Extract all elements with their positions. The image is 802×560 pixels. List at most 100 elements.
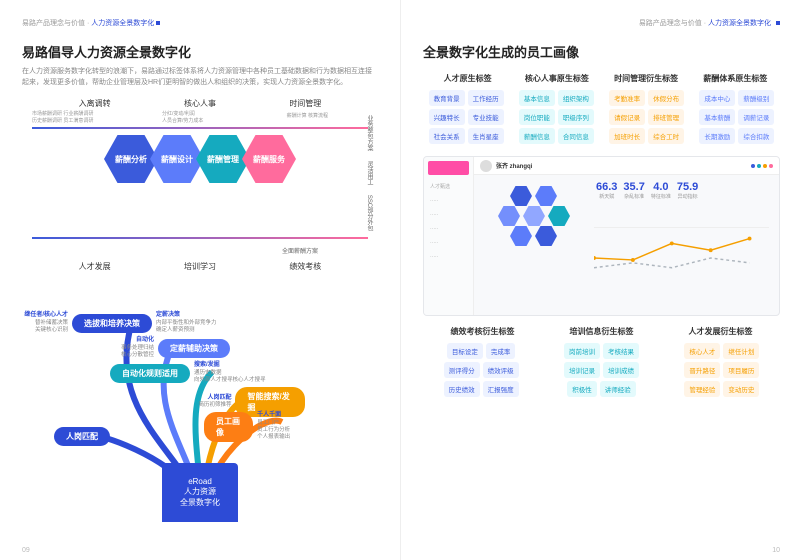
tag: 考勤准率 [609, 90, 645, 106]
left-page: 易路产品理念与价值 · 人力资源全景数字化 易路倡导人力资源全景数字化 在人力资… [0, 0, 401, 560]
hex-side-labels-3: SSC部分外包 [365, 195, 374, 231]
tag: 绩效评级 [483, 362, 519, 378]
ss-chart [594, 227, 769, 287]
tag-row: 培训记录培训成绩 [543, 362, 659, 378]
tag: 休假分布 [648, 90, 684, 106]
hexagon-chain-area: 市场薪酬调研 行业薪酬调研 历史薪酬调研 员工满意调研 分红/变动/利润人员合算… [22, 113, 378, 253]
tag-row: 基本信息组织架构 [513, 90, 599, 106]
tag: 排班管理 [648, 109, 684, 125]
tag: 考核结果 [603, 343, 639, 359]
hex-main-row: 薪酬分析薪酬设计薪酬管理薪酬服务 [22, 135, 378, 183]
tag-head: 人才原生标签 [423, 73, 512, 84]
hex-side-label-4: 全面薪酬方案 [282, 246, 318, 255]
tag-head: 时间管理衍生标签 [602, 73, 691, 84]
ss-sidebar-item: ····· [424, 250, 473, 264]
tag: 晋升路径 [684, 362, 720, 378]
ss-hexcluster [480, 181, 590, 261]
tag-col: 核心人才继任计划晋升路径项目履历管理经验变动历史 [664, 343, 780, 397]
tag-col: 基本信息组织架构岗位职能职级序列薪酬信息合同信息 [513, 90, 599, 144]
ss-header-dots [751, 164, 773, 168]
tag-head: 绩效考核衍生标签 [423, 326, 542, 337]
tag: 岗位职能 [519, 109, 555, 125]
tag: 工作经历 [468, 90, 504, 106]
tag: 培训成绩 [603, 362, 639, 378]
header-dot-icon-r [776, 21, 780, 25]
page-header-right: 易路产品理念与价值 · 人力资源全景数字化 [423, 18, 780, 28]
tag-head: 培训信息衍生标签 [542, 326, 661, 337]
tag-row: 考勤准率休假分布 [604, 90, 690, 106]
ss-metric: 4.0特征标准 [651, 181, 671, 200]
hex-notes-tl: 市场薪酬调研 行业薪酬调研 历史薪酬调研 员工满意调研 [32, 111, 102, 124]
tag: 岗前培训 [564, 343, 600, 359]
tag: 生肖星座 [468, 128, 504, 144]
ss-sidebar-item: ····· [424, 222, 473, 236]
hex-side-labels: 业务整包方案 [365, 115, 374, 151]
tag: 管理经验 [684, 381, 720, 397]
tag-row: 目标设定完成率 [423, 343, 539, 359]
tag-row: 教育背景工作经历 [423, 90, 509, 106]
header-prefix-r: 易路产品理念与价值 · [639, 20, 708, 27]
tag: 组织架构 [558, 90, 594, 106]
hex-top-2: 时间管理 [289, 98, 321, 109]
tag-col: 考勤准率休假分布请假记录排班管理加班时长综合工时 [604, 90, 690, 144]
ss-minihex [523, 206, 545, 226]
ss-metric: 66.3新天赋 [596, 181, 617, 200]
tag: 核心人才 [684, 343, 720, 359]
left-title: 易路倡导人力资源全景数字化 [22, 42, 378, 61]
tag: 薪酬信息 [519, 128, 555, 144]
ss-metric: 35.7杂乱标准 [623, 181, 644, 200]
tag-row: 薪酬信息合同信息 [513, 128, 599, 144]
header-prefix: 易路产品理念与价值 · [22, 20, 91, 27]
ss-metric: 75.9异动指标 [677, 181, 698, 200]
ss-minihex [498, 206, 520, 226]
hex-side-labels-2: 灵活用工 [365, 161, 374, 185]
tag: 基本薪酬 [699, 109, 735, 125]
tag: 职级序列 [558, 109, 594, 125]
ss-sidebar-item: ····· [424, 236, 473, 250]
hex-notes-tr: 薪酬计算 核算流程 [248, 113, 328, 120]
tag: 项目履历 [723, 362, 759, 378]
tag-row: 积极性讲师经验 [543, 381, 659, 397]
hex-top-0: 入离调转 [79, 98, 111, 109]
ss-person-name: 张齐 zhangqi [496, 161, 532, 170]
tag-row: 基本薪酬调薪记录 [694, 109, 780, 125]
tag-row: 兴趣特长专业技能 [423, 109, 509, 125]
right-title: 全景数字化生成的员工画像 [423, 42, 780, 61]
branch-4: 员工画像千人千面员工门户员工行为分析个人报表输出 [204, 412, 320, 442]
tag: 目标设定 [447, 343, 483, 359]
page-number-right: 10 [772, 547, 780, 554]
tag-row: 长期激励综合扣款 [694, 128, 780, 144]
ss-minihex [548, 206, 570, 226]
tag-col: 教育背景工作经历兴趣特长专业技能社会关系生肖星座 [423, 90, 509, 144]
avatar-icon [480, 160, 492, 172]
tag-head: 薪酬体系原生标签 [691, 73, 780, 84]
hex-top-1: 核心人事 [184, 98, 216, 109]
ss-minihex [510, 186, 532, 206]
hex-bot-1: 培训学习 [184, 261, 216, 272]
tag-row: 请假记录排班管理 [604, 109, 690, 125]
tag-col: 目标设定完成率测评得分绩效评级历史绩效汇报强度 [423, 343, 539, 397]
tag: 继任计划 [723, 343, 759, 359]
branch-1: 自动化事务处理归结核心分散管控定薪辅助决策 [74, 337, 230, 359]
hex-bottom-labels: 人才发展 培训学习 绩效考核 [22, 261, 378, 272]
tag-row: 加班时长综合工时 [604, 128, 690, 144]
hex-notes-tm: 分红/变动/利润人员合算/劳力成本 [162, 111, 242, 124]
tag: 专业技能 [468, 109, 504, 125]
tag-col: 岗前培训考核结果培训记录培训成绩积极性讲师经验 [543, 343, 659, 397]
ss-sidebar-item: ····· [424, 208, 473, 222]
tag: 测评得分 [444, 362, 480, 378]
right-page: 易路产品理念与价值 · 人力资源全景数字化 全景数字化生成的员工画像 人才原生标… [401, 0, 802, 560]
tag-row: 管理经验变动历史 [664, 381, 780, 397]
tag: 培训记录 [564, 362, 600, 378]
tag: 基本信息 [519, 90, 555, 106]
page-number-left: 09 [22, 547, 30, 554]
hex-top-labels: 入离调转 核心人事 时间管理 [22, 98, 378, 109]
header-dot-icon [156, 21, 160, 25]
tag-groups-top: 人才原生标签核心人事原生标签时间管理衍生标签薪酬体系原生标签 教育背景工作经历兴… [423, 73, 780, 144]
tag: 积极性 [567, 381, 597, 397]
tag: 社会关系 [429, 128, 465, 144]
tag: 综合扣款 [738, 128, 774, 144]
tag-row: 晋升路径项目履历 [664, 362, 780, 378]
tag: 请假记录 [609, 109, 645, 125]
hex-薪酬服务: 薪酬服务 [242, 135, 296, 183]
